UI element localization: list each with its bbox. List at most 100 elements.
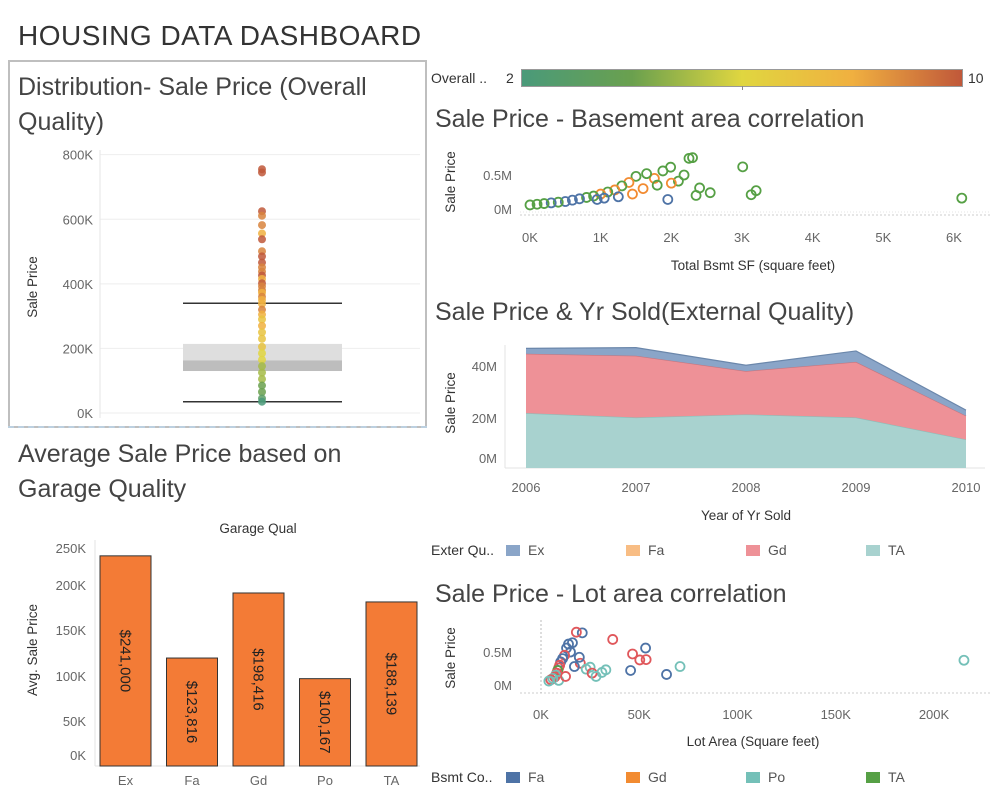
basement-point	[683, 152, 695, 164]
basement-point	[591, 194, 603, 205]
garage-subtitle: Garage Qual	[219, 521, 296, 536]
exter-legend-ta[interactable]: TA	[866, 542, 905, 558]
lot-x-tick: 100K	[722, 707, 753, 722]
basement-point	[567, 194, 578, 206]
yrsold-title: Sale Price & Yr Sold(External Quality)	[435, 298, 855, 326]
exter-legend-gd-label: Gd	[768, 542, 787, 558]
exter-legend-ex[interactable]: Ex	[506, 542, 544, 558]
basement-x-label: Total Bsmt SF (square feet)	[671, 258, 835, 273]
exter-swatch-ta	[866, 544, 880, 556]
garage-y-tick: 150K	[56, 623, 87, 638]
yrsold-x-tick: 2010	[952, 480, 981, 495]
lot-x-tick: 200K	[919, 707, 950, 722]
lot-point	[569, 661, 580, 672]
box-point	[258, 381, 266, 390]
bsmt-swatch-gd	[626, 771, 640, 783]
bsmt-legend-po[interactable]: Po	[746, 769, 785, 785]
bsmt-legend-ta[interactable]: TA	[866, 769, 905, 785]
lot-point	[573, 651, 585, 663]
color-legend-gradient	[521, 69, 963, 90]
exter-legend-label: Exter Qu..	[431, 542, 495, 558]
basement-y-tick: 0.5M	[483, 168, 512, 183]
lot-point	[674, 661, 686, 672]
basement-point	[531, 198, 543, 210]
exter-legend-fa-label: Fa	[648, 542, 665, 558]
exter-swatch-ex	[506, 544, 520, 556]
basement-point	[678, 169, 690, 181]
garage-bar-po	[299, 678, 351, 767]
bsmt-legend-gd-label: Gd	[648, 769, 667, 785]
bsmt-legend-label: Bsmt Co..	[431, 769, 493, 785]
lot-point	[565, 646, 576, 658]
basement-x-tick: 4K	[805, 230, 821, 245]
box-point	[258, 168, 266, 177]
bsmt-legend-ta-label: TA	[888, 769, 905, 785]
box-point	[258, 315, 266, 324]
basement-point	[690, 189, 702, 201]
basement-y-label: Sale Price	[443, 151, 458, 213]
yrsold-y-tick: 0M	[479, 451, 497, 466]
box-point	[258, 299, 266, 308]
basement-point	[574, 193, 585, 205]
basement-point	[665, 177, 677, 189]
basement-point	[637, 183, 649, 195]
box-title: Distribution- Sale Price (Overall Qualit…	[18, 73, 367, 136]
box-y-tick: 600K	[63, 212, 94, 227]
basement-x-tick: 2K	[663, 230, 679, 245]
basement-point	[612, 191, 624, 203]
basement-point	[704, 187, 716, 199]
dashboard-title: HOUSING DATA DASHBOARD	[18, 20, 422, 51]
lot-y-tick: 0M	[494, 678, 512, 693]
yrsold-area-ex	[526, 347, 966, 416]
exter-legend-gd[interactable]: Gd	[746, 542, 787, 558]
basement-scatter[interactable]: 0.5M 0M 0K 1K 2K 3K 4K 5K 6K Total Bsmt SF (squar…	[0, 0, 1004, 290]
lot-title: Sale Price - Lot area correlation	[435, 580, 787, 608]
basement-point	[538, 198, 550, 209]
basement-x-tick: 6K	[946, 230, 962, 245]
garage-bar-ex	[99, 555, 152, 767]
box-point	[258, 334, 266, 343]
box-point	[258, 388, 266, 397]
box-y-tick: 0K	[77, 406, 93, 421]
yrsold-area-ta	[526, 413, 966, 468]
basement-x-tick: 5K	[875, 230, 891, 245]
garage-bar-chart[interactable]: Garage Qual 250K 200K 150K 100K 50K 0K Avg. Sal…	[0, 0, 430, 800]
yrsold-y-label: Sale Price	[443, 372, 458, 434]
color-legend-label: Overall ..	[431, 70, 488, 86]
lot-point	[600, 664, 612, 676]
garage-bar-label: $100,167	[316, 691, 333, 754]
yrsold-x-tick: 2008	[732, 480, 761, 495]
exter-legend-ex-label: Ex	[528, 542, 545, 558]
box-point	[258, 397, 266, 406]
garage-x-tick: Gd	[250, 773, 267, 788]
lot-point	[560, 671, 571, 682]
yrsold-x-label: Year of Yr Sold	[701, 508, 791, 523]
lot-y-label: Sale Price	[443, 627, 458, 689]
garage-bar-label: $198,416	[250, 648, 267, 711]
yrsold-x-tick: 2006	[512, 480, 541, 495]
basement-x-tick: 0K	[522, 230, 538, 245]
box-y-label: Sale Price	[25, 256, 40, 318]
basement-point	[545, 197, 557, 209]
lot-x-tick: 0K	[533, 707, 549, 722]
bsmt-legend-fa[interactable]: Fa	[506, 769, 544, 785]
garage-title: Average Sale Price based on Garage Quali…	[18, 440, 342, 503]
basement-point	[641, 168, 652, 180]
garage-y-tick: 50K	[63, 714, 86, 729]
box-plot[interactable]: 800K 600K 400K 200K 0K Sale Price	[0, 0, 430, 430]
garage-y-label: Avg. Sale Price	[25, 604, 40, 696]
exter-legend-fa[interactable]: Fa	[626, 542, 664, 558]
basement-title: Sale Price - Basement area correlation	[435, 105, 865, 133]
color-legend-midmark	[742, 86, 743, 90]
lot-x-tick: 150K	[821, 707, 852, 722]
yrsold-y-tick: 20M	[472, 411, 497, 426]
lot-point	[574, 657, 586, 669]
panel-divider	[8, 426, 427, 428]
box-point	[258, 252, 266, 261]
lot-point	[545, 674, 557, 686]
bsmt-legend-fa-label: Fa	[528, 769, 545, 785]
bsmt-legend-gd[interactable]: Gd	[626, 769, 667, 785]
lot-y-tick: 0.5M	[483, 645, 512, 660]
